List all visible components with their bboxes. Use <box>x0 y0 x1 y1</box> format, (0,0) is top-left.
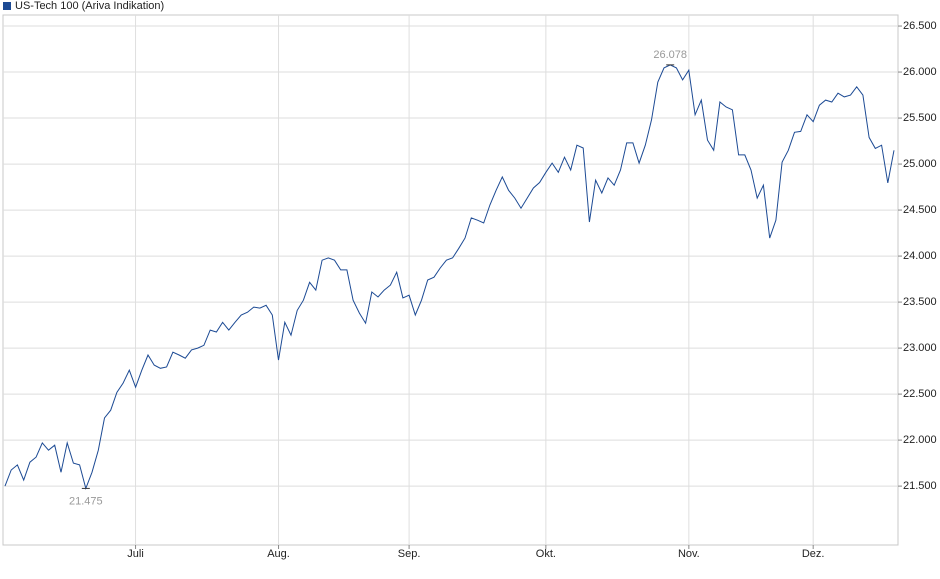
y-tick-label: 24.500 <box>903 204 937 216</box>
x-tick-label: Nov. <box>678 548 700 560</box>
price-line <box>4 64 895 491</box>
y-tick-label: 22.500 <box>903 388 937 400</box>
y-tick-label: 23.500 <box>903 296 937 308</box>
y-tick-label: 23.000 <box>903 342 937 354</box>
x-tick-label: Okt. <box>536 548 556 560</box>
y-tick-label: 24.000 <box>903 250 937 262</box>
y-tick-label: 25.500 <box>903 112 937 124</box>
annotation-label: 26.078 <box>653 49 687 61</box>
legend-label: US-Tech 100 (Ariva Indikation) <box>15 0 164 12</box>
x-tick-label: Aug. <box>267 548 290 560</box>
x-tick-label: Sep. <box>398 548 421 560</box>
plot-frame <box>2 14 899 546</box>
y-tick-label: 26.500 <box>903 20 937 32</box>
x-tick-label: Dez. <box>802 548 825 560</box>
y-tick-label: 25.000 <box>903 158 937 170</box>
y-tick-label: 21.500 <box>903 480 937 492</box>
x-tick-label: Juli <box>127 548 144 560</box>
y-tick-label: 22.000 <box>903 434 937 446</box>
y-tick-label: 26.000 <box>903 66 937 78</box>
annotation-label: 21.475 <box>69 495 103 507</box>
legend-swatch <box>3 2 11 10</box>
